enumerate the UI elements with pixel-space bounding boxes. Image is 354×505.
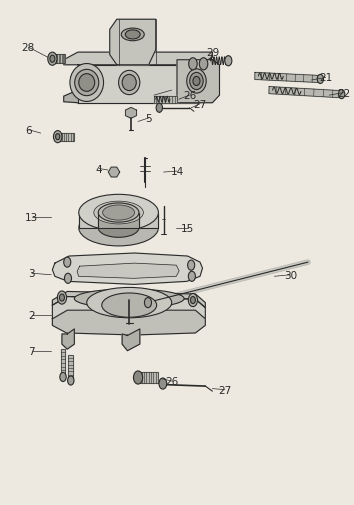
Polygon shape [52, 254, 202, 285]
Ellipse shape [98, 219, 139, 238]
Text: 2: 2 [29, 311, 35, 321]
Circle shape [317, 75, 324, 84]
Text: 6: 6 [25, 125, 32, 135]
Polygon shape [77, 264, 179, 279]
Circle shape [199, 59, 208, 71]
Polygon shape [52, 308, 205, 335]
Ellipse shape [193, 77, 200, 86]
Polygon shape [79, 213, 158, 228]
Polygon shape [125, 108, 137, 119]
Circle shape [59, 294, 64, 301]
Ellipse shape [74, 289, 184, 309]
Circle shape [64, 274, 72, 284]
Circle shape [225, 57, 232, 67]
Circle shape [188, 272, 195, 282]
Circle shape [133, 371, 143, 384]
Polygon shape [58, 133, 74, 141]
Polygon shape [255, 73, 319, 83]
Circle shape [53, 131, 62, 143]
Ellipse shape [121, 29, 144, 41]
Polygon shape [110, 20, 156, 66]
Text: 28: 28 [22, 43, 35, 53]
Ellipse shape [125, 31, 140, 40]
Circle shape [144, 298, 152, 308]
Ellipse shape [94, 201, 143, 224]
Circle shape [190, 297, 195, 304]
Polygon shape [52, 292, 205, 308]
Circle shape [338, 90, 345, 99]
Circle shape [60, 373, 66, 382]
Ellipse shape [87, 288, 172, 318]
Circle shape [189, 59, 197, 71]
Polygon shape [62, 329, 74, 349]
Text: 13: 13 [25, 212, 39, 222]
Text: 15: 15 [181, 223, 194, 233]
Circle shape [50, 56, 55, 63]
Text: 7: 7 [29, 346, 35, 356]
Text: 22: 22 [337, 88, 350, 98]
Circle shape [156, 104, 162, 113]
Ellipse shape [79, 195, 159, 231]
Ellipse shape [190, 73, 203, 90]
Polygon shape [64, 91, 212, 104]
Polygon shape [108, 168, 120, 178]
Circle shape [159, 378, 167, 389]
Text: 4: 4 [96, 164, 102, 174]
Polygon shape [140, 373, 158, 383]
Text: 3: 3 [29, 269, 35, 279]
Circle shape [68, 376, 74, 385]
Text: 14: 14 [170, 167, 184, 177]
Ellipse shape [75, 70, 99, 96]
Ellipse shape [79, 210, 159, 246]
Polygon shape [269, 87, 340, 98]
Ellipse shape [98, 204, 139, 223]
Ellipse shape [70, 64, 103, 103]
Polygon shape [177, 61, 219, 104]
Ellipse shape [187, 70, 206, 94]
Circle shape [48, 53, 57, 66]
Polygon shape [78, 66, 198, 104]
Ellipse shape [79, 74, 95, 92]
Circle shape [188, 294, 198, 307]
Text: 27: 27 [218, 385, 232, 395]
Text: 21: 21 [319, 73, 332, 83]
Circle shape [188, 261, 195, 271]
Circle shape [57, 291, 67, 305]
Text: 26: 26 [183, 91, 196, 101]
Ellipse shape [103, 206, 135, 221]
Polygon shape [52, 297, 205, 319]
Polygon shape [98, 213, 139, 228]
Text: 30: 30 [284, 270, 297, 280]
Text: 5: 5 [145, 114, 152, 124]
Circle shape [64, 258, 71, 268]
Text: 27: 27 [193, 99, 207, 110]
Polygon shape [61, 349, 65, 377]
Text: 26: 26 [165, 376, 178, 386]
Ellipse shape [102, 293, 156, 318]
Polygon shape [55, 55, 65, 64]
Polygon shape [154, 96, 177, 104]
Polygon shape [122, 329, 140, 351]
Text: 29: 29 [206, 48, 219, 58]
Ellipse shape [119, 71, 140, 95]
Circle shape [56, 134, 60, 140]
Polygon shape [68, 356, 73, 381]
Ellipse shape [122, 75, 136, 91]
Polygon shape [64, 53, 212, 66]
